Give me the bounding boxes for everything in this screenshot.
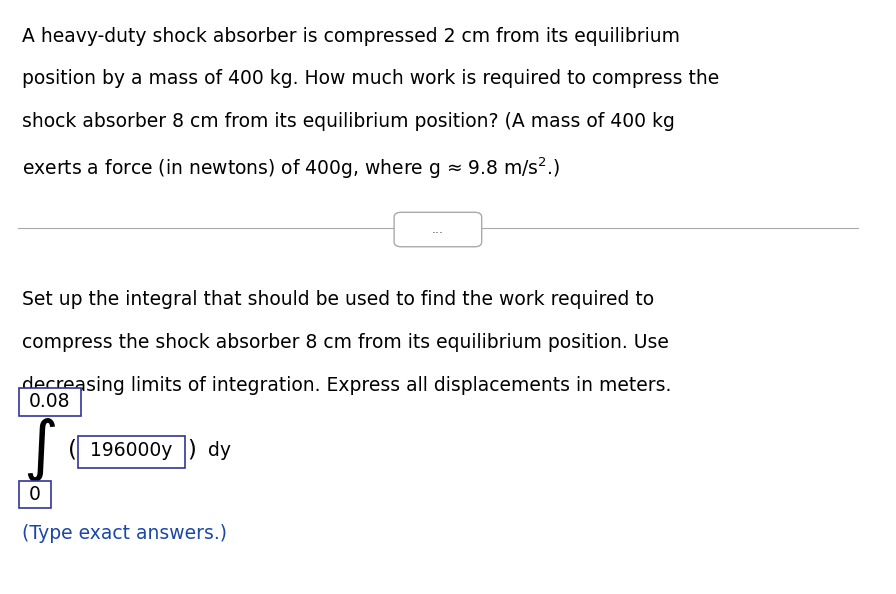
Text: ): ) [187,438,196,462]
FancyBboxPatch shape [394,212,482,247]
Text: 0.08: 0.08 [30,393,71,412]
Text: shock absorber 8 cm from its equilibrium position? (A mass of 400 kg: shock absorber 8 cm from its equilibrium… [22,112,675,131]
Text: A heavy-duty shock absorber is compressed 2 cm from its equilibrium: A heavy-duty shock absorber is compresse… [22,27,680,46]
FancyBboxPatch shape [78,436,185,468]
FancyBboxPatch shape [20,482,51,508]
FancyBboxPatch shape [20,388,81,416]
Text: (Type exact answers.): (Type exact answers.) [22,525,227,544]
Text: (: ( [68,438,77,462]
Text: 196000y: 196000y [90,441,173,460]
Text: compress the shock absorber 8 cm from its equilibrium position. Use: compress the shock absorber 8 cm from it… [22,333,668,352]
Text: position by a mass of 400 kg. How much work is required to compress the: position by a mass of 400 kg. How much w… [22,69,719,89]
Text: $\int$: $\int$ [23,416,56,484]
Text: Set up the integral that should be used to find the work required to: Set up the integral that should be used … [22,290,654,309]
Text: 0: 0 [29,485,41,504]
Text: ...: ... [432,223,444,236]
Text: dy: dy [202,441,231,460]
Text: decreasing limits of integration. Express all displacements in meters.: decreasing limits of integration. Expres… [22,375,671,394]
Text: exerts a force (in newtons) of 400g, where g ≈ 9.8 m/s$^2$.): exerts a force (in newtons) of 400g, whe… [22,155,560,181]
